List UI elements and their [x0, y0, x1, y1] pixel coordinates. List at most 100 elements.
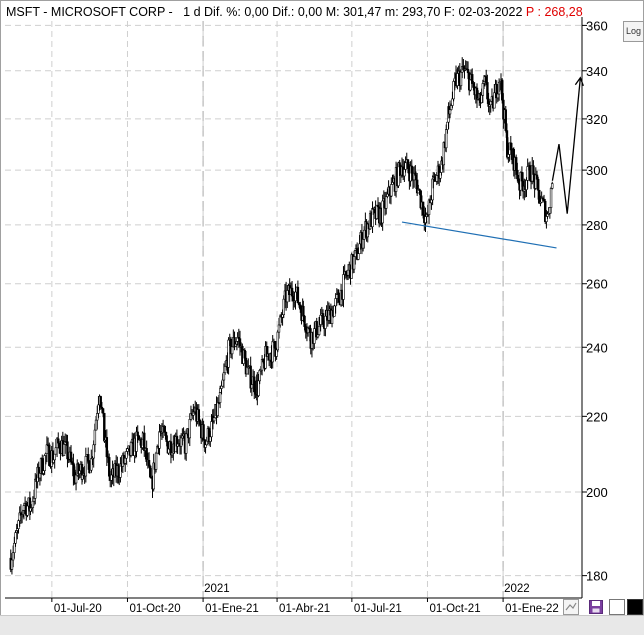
dif-label: Dif.:: [272, 5, 295, 19]
candle-body: [14, 532, 17, 544]
candle-body: [414, 175, 418, 181]
candle-body: [410, 165, 413, 174]
y-tick-label: 320: [586, 112, 608, 127]
candles: [9, 57, 554, 575]
candle-body: [78, 470, 81, 475]
candle-body: [90, 458, 93, 471]
candle-body: [296, 286, 300, 303]
candle-body: [96, 413, 99, 421]
candle-body: [221, 379, 224, 387]
price-value: 268,28: [544, 5, 583, 19]
horizontal-scrollbar[interactable]: [0, 615, 644, 635]
dif-pct-label: Dif. %:: [204, 5, 241, 19]
candle-body: [357, 253, 360, 260]
y-tick-label: 200: [586, 485, 608, 500]
min-value: 293,70: [402, 5, 441, 19]
candle-body: [390, 184, 393, 197]
candle-body: [94, 419, 98, 431]
candle-body: [337, 292, 340, 303]
candle-body: [551, 183, 554, 189]
candle-body: [333, 305, 336, 317]
candle-body: [496, 93, 500, 99]
candle-body: [230, 346, 234, 355]
candle-body: [516, 170, 519, 180]
candle-body: [299, 304, 302, 310]
candle-body: [538, 189, 541, 204]
candle-body: [493, 92, 496, 109]
candle-body: [451, 98, 454, 106]
candle-body: [532, 165, 535, 175]
candle-body: [216, 402, 219, 416]
candle-body: [219, 388, 222, 393]
candle-body: [257, 380, 260, 396]
candle-body: [145, 448, 148, 462]
color-box-icon[interactable]: [609, 599, 625, 615]
price-label: P :: [525, 5, 541, 19]
symbol: MSFT: [6, 5, 40, 19]
candle-body: [197, 409, 201, 421]
candle-body: [126, 448, 129, 452]
candle-body: [34, 478, 37, 499]
candle-body: [147, 459, 151, 467]
candle-body: [218, 392, 222, 403]
candle-body: [391, 182, 394, 185]
candle-body: [26, 505, 29, 516]
candle-body: [273, 340, 277, 349]
candle-body: [52, 459, 55, 463]
candle-body: [459, 71, 463, 87]
candle-body: [421, 201, 425, 216]
candle-body: [87, 454, 90, 462]
zoom-icon[interactable]: [563, 599, 579, 615]
candle-body: [11, 552, 15, 561]
candle-body: [205, 440, 208, 446]
candle-body: [31, 500, 35, 508]
price-axis: 180 200 220 240 260 280 300 320 340 360 01-Jul-20 0…: [5, 17, 608, 615]
candle-body: [10, 559, 14, 570]
candle-body: [500, 79, 504, 101]
candle-body: [74, 474, 78, 484]
candle-body: [277, 324, 281, 333]
candle-body: [514, 157, 518, 171]
dif-value: 0,00: [297, 5, 323, 19]
candle-body: [466, 69, 470, 74]
save-icon[interactable]: [588, 599, 604, 615]
year-label: 2021: [204, 583, 230, 595]
candle-body: [525, 180, 528, 190]
candle-body: [509, 142, 512, 151]
candle-body: [404, 162, 407, 170]
candle-body: [446, 121, 449, 130]
y-tick-label: 280: [586, 218, 608, 233]
candle-body: [262, 359, 265, 363]
candle-body: [22, 505, 26, 511]
candle-body: [286, 290, 289, 303]
dif-pct-value: 0,00: [244, 5, 269, 19]
candle-body: [321, 313, 325, 325]
x-tick-label: 01-Ene-22: [505, 603, 559, 615]
candle-body: [62, 444, 66, 456]
candle-body: [346, 269, 350, 276]
candle-body: [317, 325, 321, 335]
year-label: 2022: [504, 583, 530, 595]
y-tick-label: 340: [586, 64, 608, 79]
candle-body: [281, 314, 284, 318]
candle-body: [435, 175, 439, 182]
max-label: M:: [325, 5, 340, 19]
candle-body: [316, 334, 320, 338]
y-tick-label: 220: [586, 409, 608, 424]
candle-body: [163, 426, 166, 433]
support-trendline: [401, 221, 557, 249]
candle-body: [313, 328, 316, 344]
x-tick-label: 01-Jul-21: [354, 603, 402, 615]
candle-body: [535, 174, 539, 180]
candle-body: [445, 129, 448, 149]
candle-body: [303, 315, 306, 327]
candle-body: [158, 431, 161, 449]
candle-body: [406, 159, 410, 169]
candle-body: [450, 105, 453, 110]
candle-body: [58, 442, 61, 449]
x-tick-label: 01-Oct-21: [429, 603, 480, 615]
candle-body: [475, 87, 479, 100]
candle-body: [110, 474, 113, 481]
color-box-icon[interactable]: [627, 599, 643, 615]
